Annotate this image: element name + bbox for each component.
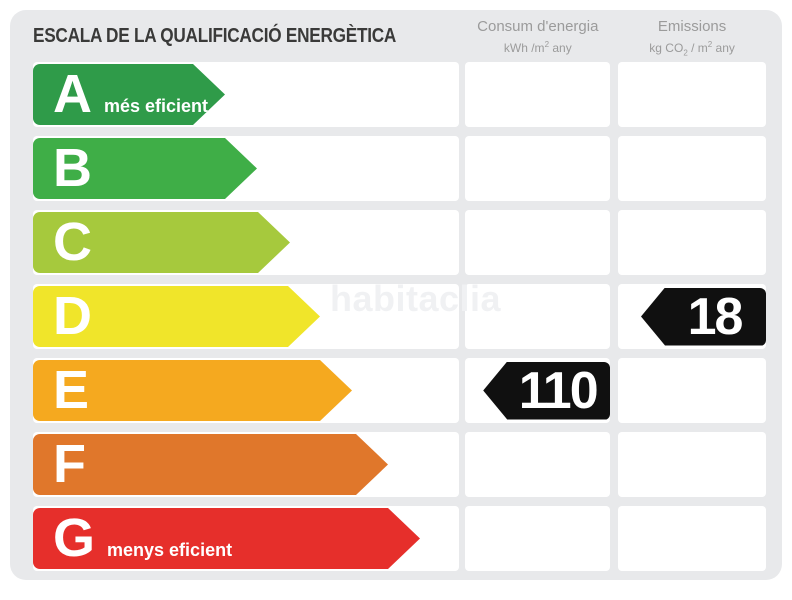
- page-title: ESCALA DE LA QUALIFICACIÓ ENERGÈTICA: [33, 24, 397, 47]
- rating-letter-d: D: [53, 286, 92, 346]
- emissions-cell-b: [618, 136, 766, 201]
- emissions-column-unit: kg CO2 / m2 any: [649, 40, 735, 58]
- consum-cell-a: [465, 62, 611, 127]
- rating-arrow-c: C: [33, 212, 290, 273]
- emissions-cell-g: [618, 506, 766, 571]
- rating-row-b: B: [33, 136, 766, 201]
- rating-letter-a: A: [53, 64, 92, 124]
- rating-track-e: E: [33, 358, 460, 423]
- consum-cell-c: [465, 210, 611, 275]
- rating-letter-g: G: [53, 508, 96, 568]
- rating-track-c: C: [33, 210, 460, 275]
- rating-row-c: C: [33, 210, 766, 275]
- rating-track-b: B: [33, 136, 460, 201]
- consum-column-header: Consum d'energia kWh /m2 any: [465, 10, 610, 62]
- rating-track-a: A més eficient: [33, 62, 460, 127]
- rating-row-f: F: [33, 432, 766, 497]
- emissions-cell-a: [618, 62, 766, 127]
- consum-cell-f: [465, 432, 611, 497]
- consum-value-badge: 110: [483, 361, 611, 420]
- emissions-cell-c: [618, 210, 766, 275]
- header: ESCALA DE LA QUALIFICACIÓ ENERGÈTICA Con…: [33, 10, 766, 62]
- rating-row-d: D 18: [33, 284, 766, 349]
- rating-track-d: D: [33, 284, 460, 349]
- energy-scale-panel: ESCALA DE LA QUALIFICACIÓ ENERGÈTICA Con…: [10, 10, 782, 580]
- rating-row-g: G menys eficient: [33, 506, 766, 571]
- rating-arrow-d: D: [33, 286, 320, 347]
- rating-rows: A més eficient B C: [33, 62, 766, 571]
- consum-cell-b: [465, 136, 611, 201]
- emissions-column-header: Emissions kg CO2 / m2 any: [618, 10, 766, 62]
- rating-track-f: F: [33, 432, 460, 497]
- emissions-cell-d: 18: [618, 284, 766, 349]
- consum-cell-d: [465, 284, 611, 349]
- rating-label-a: més eficient: [104, 96, 209, 116]
- rating-arrow-g: G menys eficient: [33, 508, 420, 569]
- rating-letter-c: C: [53, 212, 92, 272]
- rating-letter-e: E: [53, 360, 90, 420]
- emissions-cell-f: [618, 432, 766, 497]
- consum-column-title: Consum d'energia: [477, 18, 599, 35]
- rating-label-g: menys eficient: [107, 540, 233, 560]
- rating-arrow-b: B: [33, 138, 257, 199]
- consum-cell-g: [465, 506, 611, 571]
- rating-track-g: G menys eficient: [33, 506, 460, 571]
- rating-letter-b: B: [53, 138, 92, 198]
- rating-row-e: E 110: [33, 358, 766, 423]
- consum-column-unit: kWh /m2 any: [503, 40, 572, 55]
- rating-arrow-e: E: [33, 360, 352, 421]
- rating-arrow-a: A més eficient: [33, 64, 225, 125]
- emissions-cell-e: [618, 358, 766, 423]
- rating-letter-f: F: [53, 434, 86, 494]
- consum-cell-e: 110: [465, 358, 611, 423]
- rating-arrow-f: F: [33, 434, 388, 495]
- emissions-column-title: Emissions: [657, 18, 727, 35]
- emissions-value-badge: 18: [641, 287, 766, 346]
- rating-row-a: A més eficient: [33, 62, 766, 127]
